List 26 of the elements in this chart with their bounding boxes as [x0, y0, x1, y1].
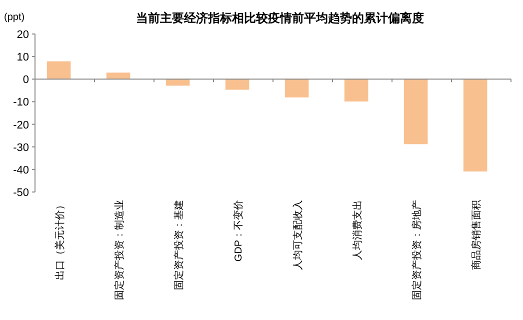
- x-tick-label: 固定资产投资：制造业: [113, 200, 126, 300]
- bar: [463, 79, 488, 172]
- y-tick-label: 0: [22, 74, 29, 86]
- y-tick-label: -40: [13, 164, 29, 176]
- x-tick-label: 人均消费支出: [351, 200, 364, 260]
- bar: [225, 79, 250, 90]
- y-tick-label: -20: [13, 119, 29, 132]
- bar: [344, 79, 368, 102]
- y-tick-label: 10: [16, 52, 29, 64]
- bar: [166, 79, 190, 86]
- bar: [404, 79, 428, 144]
- y-tick-label: -10: [13, 96, 29, 109]
- x-tick-label: 人均可支配收入: [292, 200, 304, 270]
- chart-title: 当前主要经济指标相比较疫情前平均趋势的累计偏离度: [136, 11, 424, 25]
- x-tick-label: 固定资产投资：房地产: [410, 200, 423, 300]
- x-tick-label: 商品房销售面积: [470, 200, 482, 270]
- y-axis-title: (ppt): [4, 12, 25, 23]
- x-tick-label: GDP：不变价: [232, 200, 244, 262]
- x-tick-label: 出口（美元计价）: [54, 200, 66, 280]
- x-tick-label: 固定资产投资：基建: [172, 200, 185, 290]
- bar: [106, 72, 130, 80]
- bar: [284, 79, 309, 98]
- y-tick-label: -50: [13, 187, 29, 199]
- y-tick-label: 20: [16, 29, 29, 41]
- y-tick-label: -30: [13, 142, 29, 154]
- bar: [46, 61, 71, 80]
